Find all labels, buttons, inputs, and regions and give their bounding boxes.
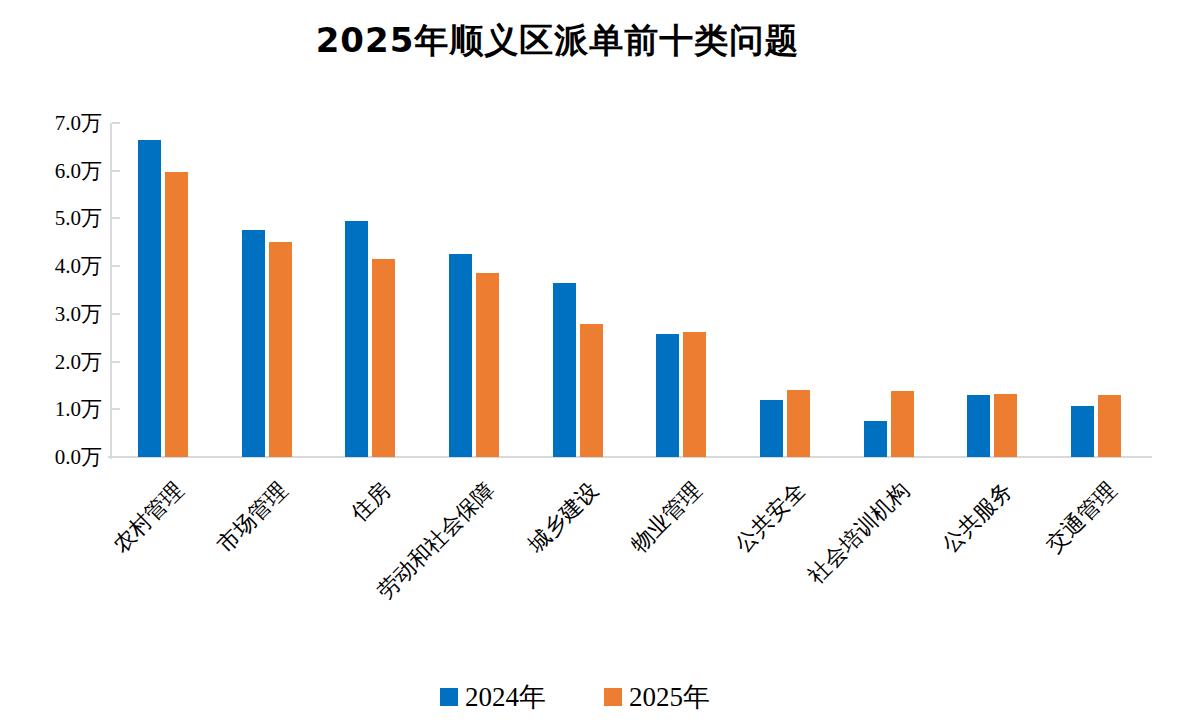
category-label-wrap: 农村管理 [0,478,171,502]
y-axis-tick-label: 7.0万 [26,110,102,136]
y-axis-tick [112,361,120,363]
y-axis-tick-label: 3.0万 [26,301,102,327]
category-label: 公共服务 [938,478,1017,557]
category-label: 劳动和社会保障 [373,478,499,604]
y-axis-line [110,123,112,459]
category-label-wrap: 公共安全 [473,478,793,502]
bar-2025年-劳动和社会保障 [476,273,499,457]
y-axis-tick [112,217,120,219]
category-label: 公共安全 [731,478,810,557]
y-axis-tick [112,313,120,315]
y-axis-tick [112,408,120,410]
legend-label-2024: 2024年 [465,682,546,712]
bar-2024年-公共服务 [967,395,990,457]
category-label-wrap: 交通管理 [784,478,1104,502]
legend: 2024年 2025年 [0,682,1150,712]
bar-2024年-农村管理 [138,140,161,457]
bar-chart: 2025年顺义区派单前十类问题 0.0万 1.0万 2.0万 3.0万 4.0万 5.0万… [0,0,1180,728]
legend-label-2025: 2025年 [629,682,710,712]
y-axis-tick-label: 4.0万 [26,253,102,279]
bar-2024年-物业管理 [656,334,679,457]
y-axis-tick [112,170,120,172]
legend-item-2024: 2024年 [440,682,546,712]
bar-2025年-物业管理 [683,332,706,457]
y-axis-tick-label: 1.0万 [26,396,102,422]
category-label-wrap: 住房 [58,478,378,502]
category-label: 住房 [347,478,395,526]
bar-2024年-市场管理 [242,230,265,457]
bar-2024年-劳动和社会保障 [449,254,472,457]
bar-2025年-农村管理 [165,172,188,457]
bar-2025年-住房 [372,259,395,457]
legend-item-2025: 2025年 [604,682,710,712]
y-axis-tick-label: 6.0万 [26,158,102,184]
category-label: 社会培训机构 [803,478,913,588]
bar-2024年-住房 [345,221,368,457]
category-label-wrap: 城乡建设 [266,478,586,502]
category-label: 市场管理 [212,478,291,557]
bar-2024年-公共安全 [760,400,783,457]
bar-2025年-市场管理 [269,242,292,457]
y-axis-tick-label: 0.0万 [26,444,102,470]
bar-2025年-公共安全 [787,390,810,457]
category-label-wrap: 物业管理 [369,478,689,502]
bar-2024年-社会培训机构 [864,421,887,457]
bar-2025年-社会培训机构 [891,391,914,457]
category-label-wrap: 公共服务 [680,478,1000,502]
category-label-wrap: 劳动和社会保障 [162,478,482,502]
category-label: 农村管理 [109,478,188,557]
bar-2025年-城乡建设 [580,324,603,457]
bar-2024年-交通管理 [1071,406,1094,457]
category-label-wrap: 市场管理 [0,478,275,502]
y-axis-tick-label: 2.0万 [26,349,102,375]
category-label: 物业管理 [627,478,706,557]
y-axis-tick-label: 5.0万 [26,205,102,231]
bar-2024年-城乡建设 [553,283,576,457]
y-axis-tick [112,265,120,267]
chart-title: 2025年顺义区派单前十类问题 [0,18,1115,64]
category-label-wrap: 社会培训机构 [577,478,897,502]
category-label: 城乡建设 [523,478,602,557]
bar-2025年-公共服务 [994,394,1017,457]
legend-swatch-2024 [440,688,458,706]
category-label: 交通管理 [1042,478,1121,557]
bar-2025年-交通管理 [1098,395,1121,457]
y-axis-tick [112,122,120,124]
legend-swatch-2025 [604,688,622,706]
